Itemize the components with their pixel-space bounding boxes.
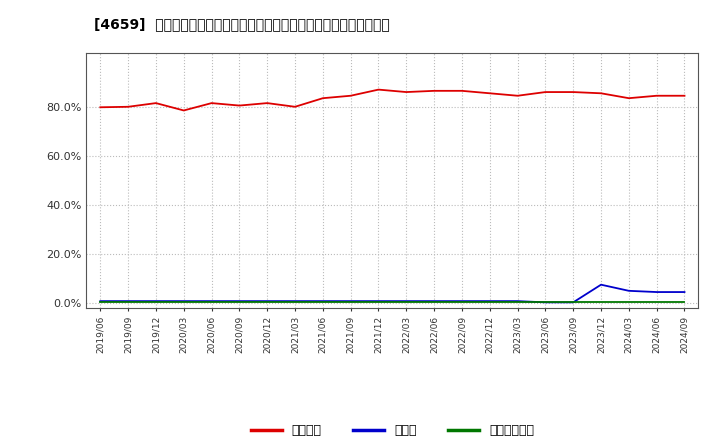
Legend: 自己資本, のれん, 繰延税金資産: 自己資本, のれん, 繰延税金資産 (246, 419, 539, 440)
Text: [4659]  自己資本、のれん、繰延税金資産の総資産に対する比率の推移: [4659] 自己資本、のれん、繰延税金資産の総資産に対する比率の推移 (94, 18, 390, 32)
